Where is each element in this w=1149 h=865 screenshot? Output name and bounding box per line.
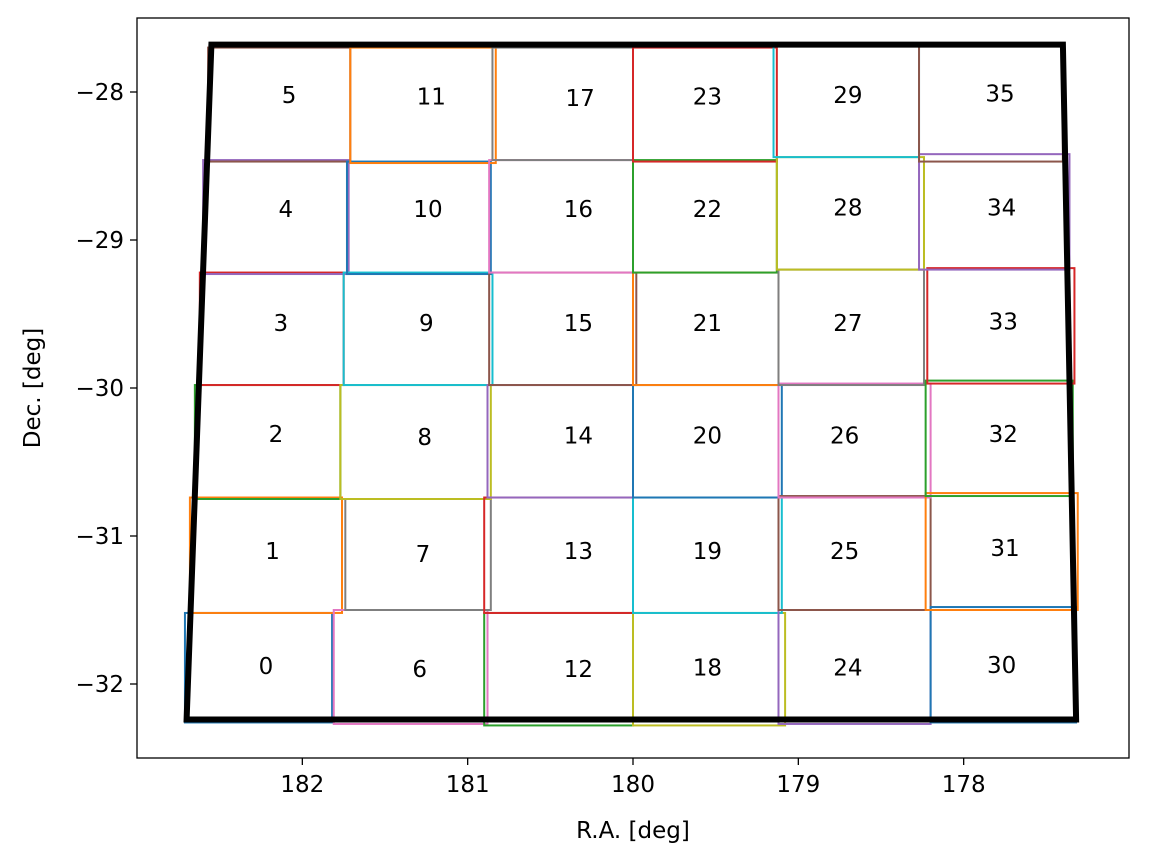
patch-label-10: 10 <box>413 197 442 223</box>
patch-label-11: 11 <box>417 84 446 110</box>
patch-label-15: 15 <box>564 311 593 337</box>
patch-10-outline <box>345 160 492 276</box>
x-tick-label: 182 <box>280 772 324 798</box>
patch-label-25: 25 <box>830 539 859 565</box>
patch-26-outline <box>777 382 932 499</box>
x-tick-label: 179 <box>776 772 820 798</box>
patch-label-2: 2 <box>269 422 284 448</box>
x-tick-label: 181 <box>446 772 490 798</box>
patch-31-outline <box>924 492 1079 611</box>
patch-label-29: 29 <box>833 83 862 109</box>
patch-label-0: 0 <box>259 654 274 680</box>
patch-labels-layer: 0123456789101112131415161718192021222324… <box>259 82 1020 684</box>
y-tick-label: −28 <box>75 80 124 106</box>
patch-label-30: 30 <box>987 653 1016 679</box>
y-tick-label: −29 <box>75 228 124 254</box>
x-tick-label: 180 <box>611 772 655 798</box>
patch-label-32: 32 <box>989 422 1018 448</box>
patch-label-3: 3 <box>273 311 288 337</box>
patch-label-21: 21 <box>693 311 722 337</box>
patch-label-4: 4 <box>278 197 293 223</box>
y-axis: −28 −29 −30 −31 −32 <box>75 80 137 698</box>
x-tick-label: 178 <box>942 772 986 798</box>
patch-label-19: 19 <box>693 539 722 565</box>
y-axis-label: Dec. [deg] <box>20 328 46 448</box>
patch-label-34: 34 <box>987 195 1016 221</box>
y-tick-label: −32 <box>75 672 124 698</box>
field-boundary <box>183 41 1080 723</box>
patch-label-26: 26 <box>830 423 859 449</box>
patch-label-33: 33 <box>989 309 1018 335</box>
x-axis: 182 181 180 179 178 <box>280 758 986 798</box>
patch-label-16: 16 <box>564 197 593 223</box>
x-axis-label: R.A. [deg] <box>576 818 690 844</box>
patch-label-17: 17 <box>565 86 594 112</box>
patch-label-20: 20 <box>693 423 722 449</box>
patch-label-35: 35 <box>985 82 1014 108</box>
patch-34-outline <box>918 153 1071 271</box>
patch-label-31: 31 <box>990 536 1019 562</box>
patch-label-6: 6 <box>412 657 427 683</box>
patch-label-13: 13 <box>564 539 593 565</box>
patches-layer <box>183 43 1079 727</box>
patch-label-22: 22 <box>693 197 722 223</box>
patch-label-8: 8 <box>417 425 432 451</box>
field-boundary-layer <box>183 41 1080 723</box>
patch-label-28: 28 <box>833 195 862 221</box>
patch-label-18: 18 <box>693 656 722 682</box>
patch-33-outline <box>926 267 1076 385</box>
patch-label-24: 24 <box>833 656 862 682</box>
patch-label-1: 1 <box>265 539 280 565</box>
patch-label-12: 12 <box>564 657 593 683</box>
patch-9-outline <box>342 271 494 387</box>
patch-label-7: 7 <box>416 542 431 568</box>
patch-25-outline <box>777 495 932 612</box>
y-tick-label: −31 <box>75 524 124 550</box>
patch-label-23: 23 <box>693 84 722 110</box>
y-tick-label: −30 <box>75 376 124 402</box>
patch-label-14: 14 <box>564 423 593 449</box>
patch-label-27: 27 <box>833 311 862 337</box>
patch-label-9: 9 <box>419 311 434 337</box>
patch-label-5: 5 <box>282 83 297 109</box>
